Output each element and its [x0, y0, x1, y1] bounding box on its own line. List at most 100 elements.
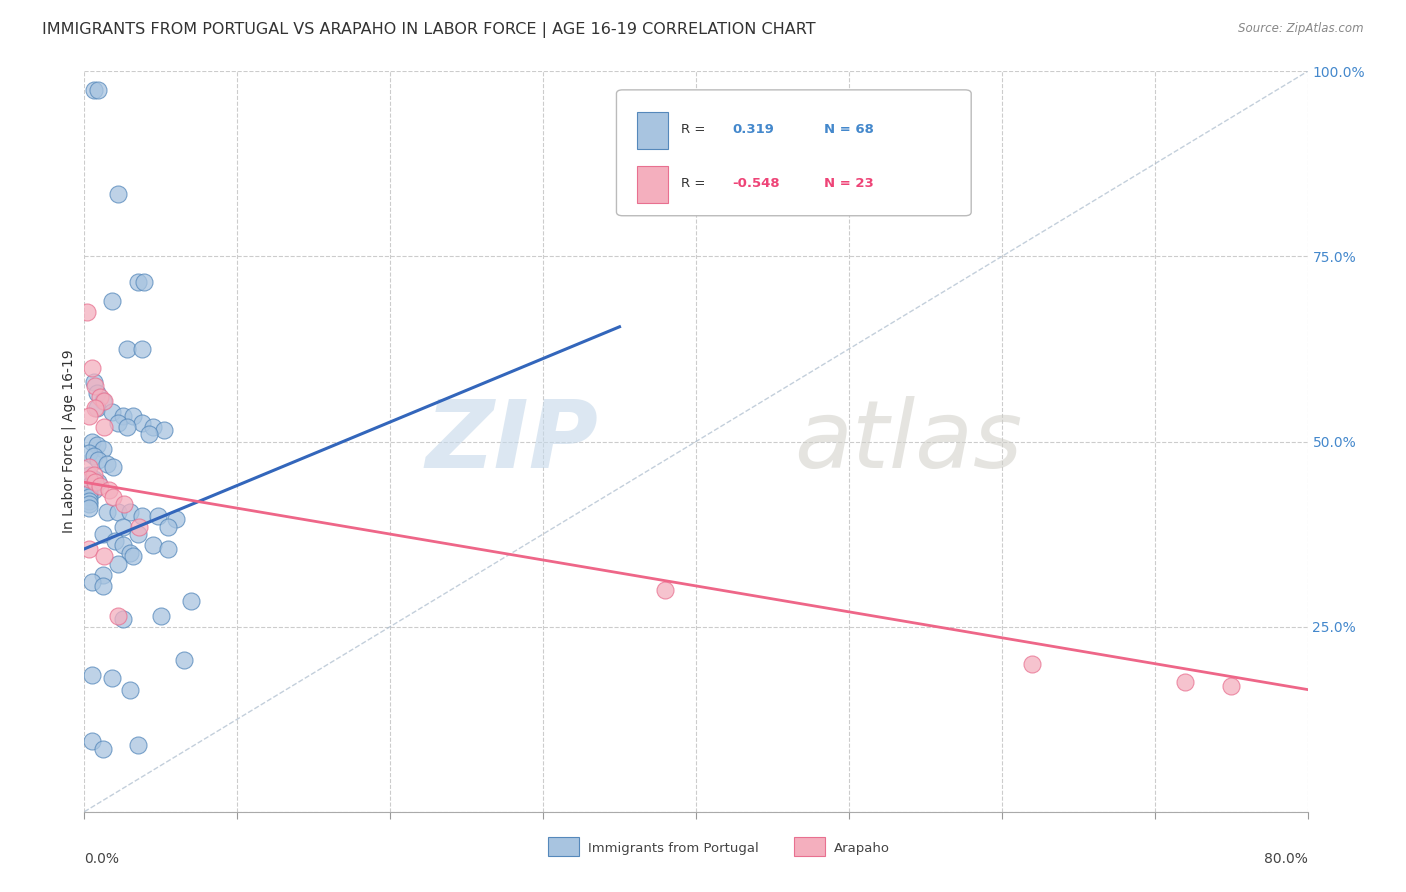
Point: [91, 567, 114, 582]
Point: [83, 483, 105, 497]
Point: [107, 186, 129, 201]
Point: [96, 505, 118, 519]
Text: Immigrants from Portugal: Immigrants from Portugal: [588, 842, 758, 855]
Point: [80, 360, 103, 375]
Point: [77, 409, 100, 423]
Point: [107, 557, 129, 571]
Point: [87, 453, 110, 467]
Point: [157, 519, 180, 533]
Point: [1174, 675, 1197, 690]
Point: [83, 376, 105, 390]
Point: [103, 460, 125, 475]
Point: [77, 486, 100, 500]
Point: [142, 419, 165, 434]
Point: [80, 434, 103, 449]
Point: [91, 741, 114, 756]
Point: [96, 457, 118, 471]
Y-axis label: In Labor Force | Age 16-19: In Labor Force | Age 16-19: [62, 350, 76, 533]
Point: [77, 490, 100, 504]
Point: [80, 575, 103, 590]
Point: [93, 419, 115, 434]
Text: -0.548: -0.548: [733, 177, 780, 190]
Point: [87, 475, 110, 490]
FancyBboxPatch shape: [616, 90, 972, 216]
Point: [173, 653, 195, 667]
Point: [89, 479, 111, 493]
Point: [91, 393, 114, 408]
Point: [120, 682, 142, 697]
Point: [83, 467, 105, 482]
Point: [107, 608, 129, 623]
Point: [91, 527, 114, 541]
Text: atlas: atlas: [794, 396, 1022, 487]
Point: [84, 475, 107, 490]
Point: [83, 83, 105, 97]
Text: 80.0%: 80.0%: [1264, 853, 1308, 866]
Point: [131, 508, 153, 523]
Point: [165, 512, 187, 526]
Point: [104, 534, 127, 549]
Point: [91, 579, 114, 593]
Point: [157, 541, 180, 556]
Point: [111, 409, 134, 423]
Point: [120, 546, 142, 560]
Text: ZIP: ZIP: [425, 395, 598, 488]
Point: [87, 83, 110, 97]
Point: [115, 342, 138, 356]
Point: [93, 393, 115, 408]
Point: [131, 342, 153, 356]
Point: [142, 538, 165, 552]
Text: N = 68: N = 68: [824, 122, 875, 136]
Text: IMMIGRANTS FROM PORTUGAL VS ARAPAHO IN LABOR FORCE | AGE 16-19 CORRELATION CHART: IMMIGRANTS FROM PORTUGAL VS ARAPAHO IN L…: [42, 22, 815, 38]
Point: [107, 505, 129, 519]
Point: [111, 612, 134, 626]
Point: [77, 471, 100, 485]
Point: [1021, 657, 1043, 671]
Text: 0.0%: 0.0%: [84, 853, 120, 866]
Point: [132, 276, 155, 290]
Point: [77, 501, 100, 516]
Point: [83, 471, 105, 485]
Point: [1220, 679, 1243, 693]
Bar: [637, 112, 668, 149]
Point: [107, 416, 129, 430]
Point: [120, 505, 142, 519]
Point: [80, 734, 103, 748]
Point: [77, 498, 100, 512]
Point: [111, 538, 134, 552]
Point: [91, 442, 114, 456]
Point: [131, 416, 153, 430]
Point: [86, 438, 108, 452]
Point: [101, 405, 124, 419]
Point: [127, 738, 149, 752]
Point: [149, 608, 172, 623]
Bar: [794, 837, 825, 856]
Text: N = 23: N = 23: [824, 177, 875, 190]
Point: [153, 424, 176, 438]
Text: R =: R =: [682, 122, 706, 136]
Point: [77, 467, 100, 482]
Point: [76, 305, 98, 319]
Point: [80, 667, 103, 681]
Text: Source: ZipAtlas.com: Source: ZipAtlas.com: [1239, 22, 1364, 36]
Point: [93, 549, 115, 564]
Text: Arapaho: Arapaho: [834, 842, 890, 855]
Point: [83, 450, 105, 464]
Point: [97, 483, 120, 497]
Point: [138, 427, 160, 442]
Point: [77, 541, 100, 556]
Bar: [637, 166, 668, 203]
Point: [77, 479, 100, 493]
Text: 0.319: 0.319: [733, 122, 775, 136]
Point: [84, 379, 107, 393]
Bar: [548, 837, 579, 856]
Point: [101, 293, 124, 308]
Point: [128, 519, 150, 533]
Point: [180, 593, 202, 607]
Point: [86, 386, 108, 401]
Point: [122, 549, 145, 564]
Point: [146, 508, 169, 523]
Point: [101, 672, 124, 686]
Point: [77, 460, 100, 475]
Point: [127, 527, 149, 541]
